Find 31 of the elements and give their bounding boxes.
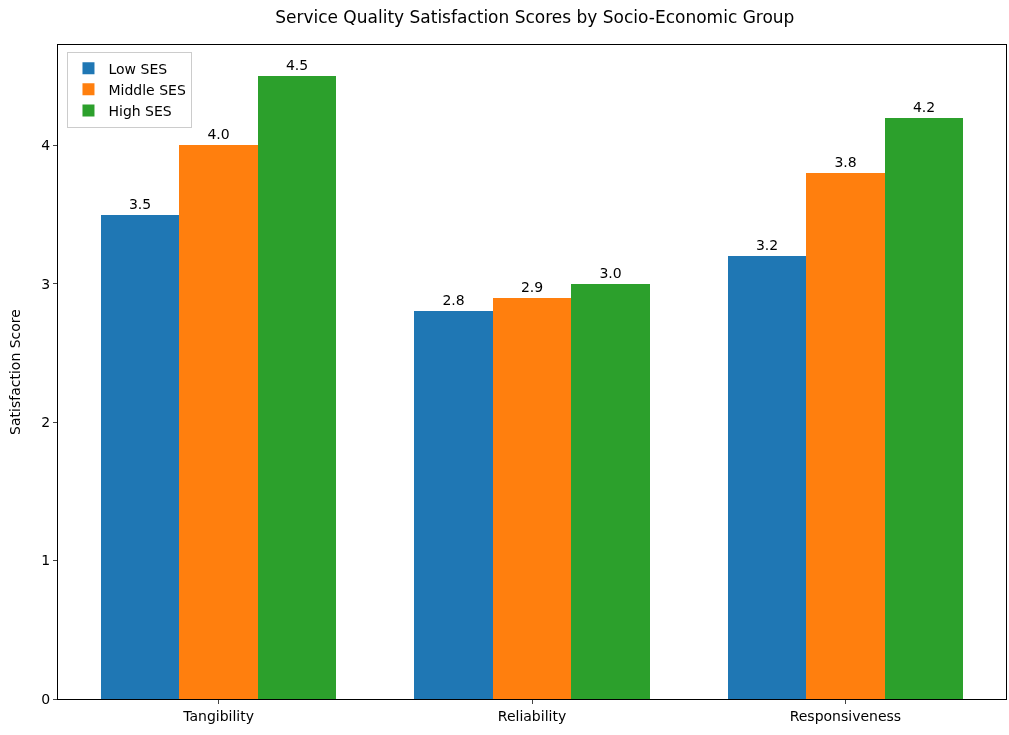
bar [258,76,336,699]
y-tick-label: 3 [41,275,51,292]
legend-label: Middle SES [108,81,186,98]
y-axis-title: Satisfaction Score [7,309,23,435]
data-label: 4.0 [207,126,230,142]
y-tick-label: 2 [41,414,51,431]
y-tick-label: 1 [41,552,51,569]
data-label: 3.2 [755,237,779,253]
data-label: 3.8 [834,154,857,170]
legend-label: High SES [108,103,172,119]
y-tick-label: 4 [41,137,51,154]
data-label: 3.0 [599,265,622,281]
bar [179,145,258,699]
bar [414,311,493,699]
data-label: 4.5 [285,57,309,73]
data-label: 2.9 [520,279,544,295]
chart-title: Service Quality Satisfaction Scores by Socio-Economic Group [275,6,795,27]
bar [571,284,650,699]
bar [493,298,571,699]
data-label: 2.8 [442,292,465,308]
x-tick-label: Responsiveness [789,707,902,724]
data-label: 3.5 [128,196,152,212]
legend-label: Low SES [108,60,168,77]
bar [806,173,885,699]
bar [728,256,806,699]
data-label: 4.2 [912,99,936,115]
bar [101,215,179,699]
bar [885,118,963,699]
x-tick-label: Tangibility [182,707,255,724]
x-tick-label: Reliability [497,707,567,724]
y-tick-label: 0 [41,690,51,707]
